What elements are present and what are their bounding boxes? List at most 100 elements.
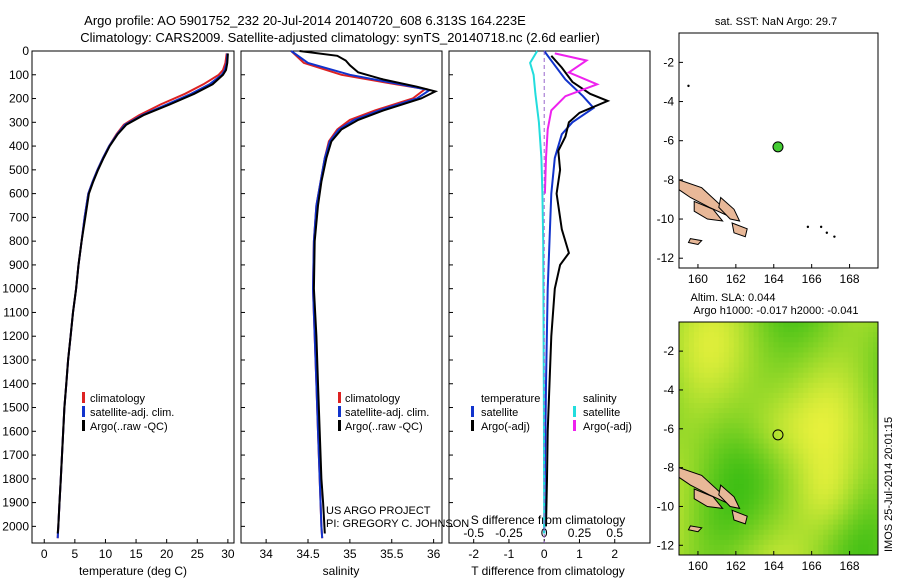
sla-cell — [843, 423, 849, 429]
sla-cell — [753, 322, 760, 328]
sla-cell — [863, 544, 869, 551]
sla-cell — [853, 352, 859, 358]
sla-cell — [688, 484, 695, 490]
sla-cell — [688, 332, 695, 338]
sla-cell — [708, 337, 715, 343]
sla-cell — [813, 544, 819, 551]
sla-cell — [788, 322, 794, 328]
x-tick-label: 168 — [840, 559, 860, 573]
sla-cell — [768, 494, 775, 500]
sla-cell — [868, 479, 874, 485]
argo-position-marker — [772, 141, 784, 153]
sla-cell — [788, 342, 794, 348]
sla-cell — [758, 408, 765, 414]
sla-cell — [753, 382, 760, 389]
sla-cell — [718, 403, 725, 409]
sla-cell — [838, 549, 844, 556]
sla-cell — [679, 327, 685, 333]
sla-cell — [738, 448, 745, 455]
sla-cell — [838, 408, 844, 414]
sla-cell — [763, 458, 770, 465]
sla-cell — [679, 342, 685, 348]
sla-cell — [808, 549, 814, 556]
sla-cell — [838, 499, 844, 505]
sla-cell — [688, 357, 695, 364]
sla-cell — [733, 372, 740, 379]
sla-cell — [763, 342, 770, 348]
sla-cell — [873, 524, 879, 531]
sla-cell — [713, 529, 720, 536]
sla-cell — [803, 423, 809, 429]
sla-cell — [818, 544, 824, 551]
sla-cell — [818, 433, 824, 439]
sla-cell — [793, 337, 799, 343]
x-tick-label: 15 — [129, 547, 143, 561]
y-tick-label: -8 — [663, 461, 674, 475]
sla-cell — [723, 484, 730, 490]
sla-cell — [713, 468, 720, 475]
sla-cell — [833, 453, 839, 460]
sla-cell — [808, 534, 814, 541]
sla-cell — [783, 473, 789, 480]
legend-satellite: satellite-adj. clim. — [90, 407, 174, 419]
sla-cell — [679, 372, 685, 379]
sla-cell — [768, 322, 775, 328]
sla-cell — [708, 529, 715, 536]
sla-cell — [748, 504, 755, 510]
sla-cell — [679, 433, 685, 439]
sla-cell — [733, 362, 740, 369]
sla-cell — [788, 403, 794, 409]
sla-cell — [763, 509, 770, 515]
sla-cell — [778, 484, 784, 490]
sla-cell — [783, 499, 789, 505]
sla-cell — [728, 529, 735, 536]
sla-cell — [713, 458, 720, 465]
sla-cell — [733, 463, 740, 470]
sla-cell — [838, 529, 844, 536]
sla-cell — [788, 504, 794, 510]
sla-cell — [708, 514, 715, 521]
sla-cell — [723, 413, 730, 419]
sla-cell — [858, 479, 864, 485]
sla-cell — [708, 448, 715, 455]
sla-cell — [853, 453, 859, 460]
sla-cell — [773, 433, 779, 439]
sla-cell — [758, 382, 765, 389]
sla-cell — [683, 514, 690, 521]
sla-cell — [703, 352, 710, 358]
sla-cell — [708, 372, 715, 379]
sla-cell — [833, 397, 839, 404]
sla-cell — [679, 387, 685, 394]
sla-cell — [683, 357, 690, 364]
sla-cell — [718, 458, 725, 465]
sla-cell — [773, 448, 779, 455]
sla-cell — [783, 453, 789, 460]
sla-cell — [818, 362, 824, 369]
sla-cell — [733, 484, 740, 490]
sla-cell — [873, 514, 879, 521]
sla-cell — [718, 499, 725, 505]
sla-cell — [853, 494, 859, 500]
sla-cell — [793, 544, 799, 551]
sla-cell — [778, 433, 784, 439]
sla-cell — [698, 534, 705, 541]
sla-cell — [838, 519, 844, 526]
sla-cell — [783, 362, 789, 369]
sla-cell — [698, 403, 705, 409]
legend-swatch-argo — [338, 420, 341, 431]
sla-cell — [793, 473, 799, 480]
sla-cell — [728, 438, 735, 445]
sla-cell — [768, 519, 775, 526]
sla-cell — [758, 337, 765, 343]
sla-cell — [698, 544, 705, 551]
sla-cell — [793, 362, 799, 369]
sla-cell — [773, 549, 779, 556]
sla-cell — [733, 347, 740, 353]
sla-cell — [848, 529, 854, 536]
legend-climatology: climatology — [345, 393, 401, 405]
sla-cell — [808, 418, 814, 424]
small-island — [833, 235, 836, 238]
sla-cell — [863, 489, 869, 495]
sla-cell — [758, 397, 765, 404]
header-line-1: Argo profile: AO 5901752_232 20-Jul-2014… — [84, 13, 526, 28]
